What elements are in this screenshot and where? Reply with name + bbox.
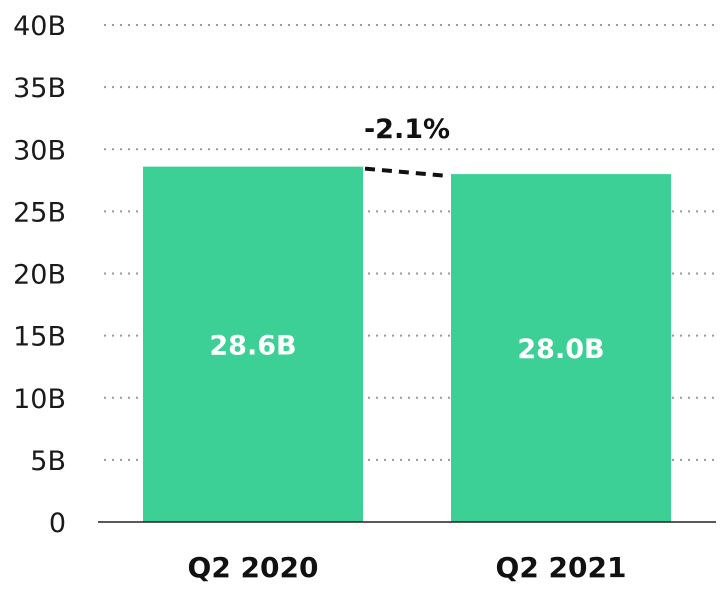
y-tick-label: 10B	[13, 384, 66, 415]
change-label: -2.1%	[364, 114, 450, 145]
bars	[143, 166, 671, 522]
y-tick-label: 0	[49, 508, 66, 539]
y-tick-label: 40B	[13, 11, 66, 42]
bar	[451, 174, 671, 522]
y-tick-label: 35B	[13, 73, 66, 104]
y-tick-label: 5B	[30, 446, 66, 477]
x-axis-categories: Q2 2020 Q2 2021	[188, 551, 627, 584]
y-tick-label: 20B	[13, 260, 66, 291]
change-connector-line	[364, 166, 450, 179]
y-tick-label: 30B	[13, 135, 66, 166]
gridlines	[104, 24, 716, 461]
y-axis-ticks: 0 5B 10B 15B 20B 25B 30B 35B 40B	[13, 11, 66, 539]
y-tick-label: 25B	[13, 197, 66, 228]
bar	[143, 166, 363, 522]
x-category-label: Q2 2020	[188, 551, 319, 584]
x-category-label: Q2 2021	[496, 551, 627, 584]
bar-value-labels: 28.6B 28.0B	[209, 330, 604, 365]
bar-value-label: 28.6B	[209, 330, 296, 361]
bar-value-label: 28.0B	[517, 334, 604, 365]
y-tick-label: 15B	[13, 322, 66, 353]
